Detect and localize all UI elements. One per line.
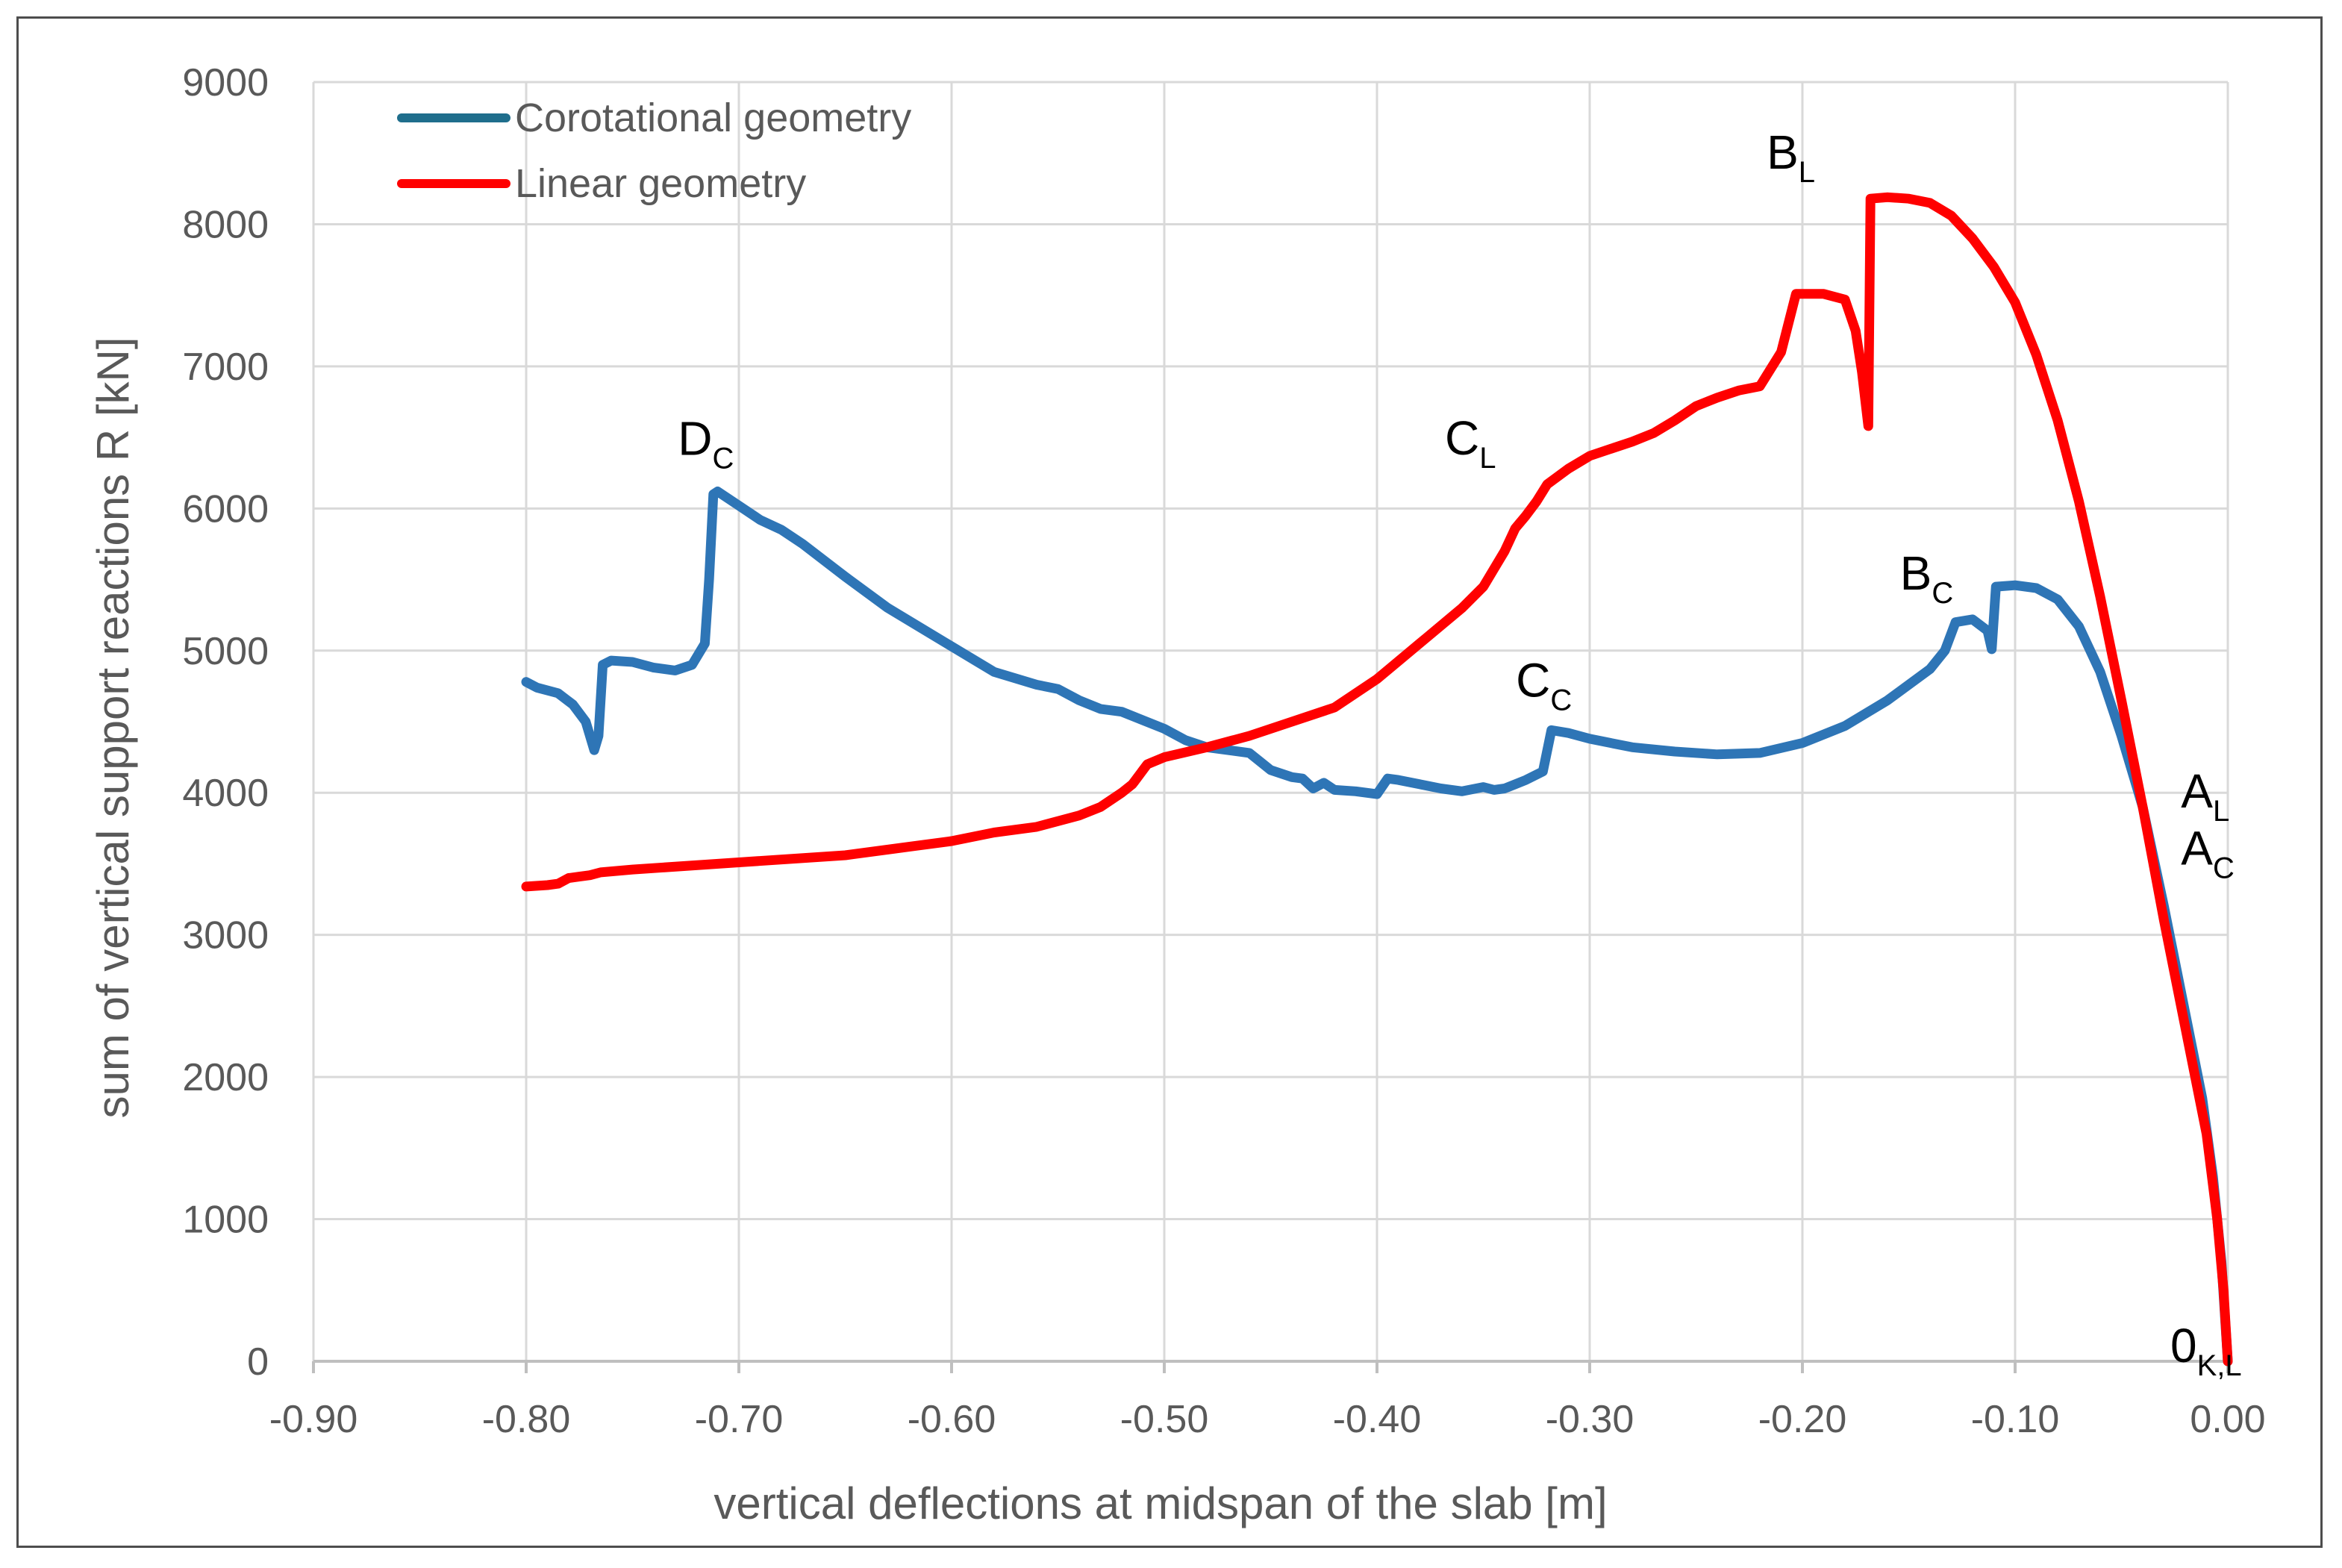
point-label: BL <box>1767 125 1815 189</box>
x-tick-label: -0.80 <box>482 1398 571 1441</box>
legend: Corotational geometry Linear geometry <box>397 96 911 206</box>
y-tick-label: 1000 <box>182 1199 269 1242</box>
y-tick-label: 4000 <box>182 772 269 815</box>
y-tick-label: 3000 <box>182 914 269 958</box>
point-label: 0K,L <box>2170 1319 2242 1382</box>
tick-labels: -0.90 -0.80 -0.70 -0.60 -0.50 -0.40 -0.30 -0.20… <box>182 61 2265 1441</box>
y-tick-label: 8000 <box>182 203 269 246</box>
y-tick-label: 7000 <box>182 346 269 389</box>
x-tick-label: -0.50 <box>1120 1398 1209 1441</box>
series-line-corotational <box>521 487 2233 1366</box>
x-tick-label: -0.10 <box>1971 1398 2060 1441</box>
x-tick-label: -0.70 <box>695 1398 784 1441</box>
x-tick-label: -0.20 <box>1758 1398 1847 1441</box>
x-tick-label: 0.00 <box>2190 1398 2265 1441</box>
y-axis-title: sum of vertical support reactions R [kN] <box>88 337 138 1118</box>
point-label: DC <box>678 412 734 475</box>
point-label: BC <box>1900 546 1954 610</box>
y-tick-label: 0 <box>247 1340 269 1384</box>
y-tick-label: 9000 <box>182 61 269 104</box>
point-label: CL <box>1445 411 1496 475</box>
legend-label: Corotational geometry <box>515 96 911 140</box>
point-label: AL <box>2181 764 2229 828</box>
legend-label: Linear geometry <box>515 161 806 206</box>
chart-frame <box>16 16 2323 1548</box>
axes <box>312 1360 2229 1373</box>
y-tick-label: 2000 <box>182 1056 269 1099</box>
x-axis-title: vertical deflections at midspan of the s… <box>713 1478 1607 1528</box>
x-tick-label: -0.90 <box>269 1398 358 1441</box>
series-line-linear <box>521 192 2233 1366</box>
x-tick-label: -0.30 <box>1546 1398 1634 1441</box>
data-series <box>521 192 2233 1366</box>
y-tick-label: 6000 <box>182 487 269 531</box>
x-tick-label: -0.60 <box>908 1398 996 1441</box>
y-tick-label: 5000 <box>182 630 269 673</box>
x-tick-label: -0.40 <box>1333 1398 1422 1441</box>
point-label: CC <box>1516 653 1572 716</box>
point-label: AC <box>2181 821 2235 884</box>
